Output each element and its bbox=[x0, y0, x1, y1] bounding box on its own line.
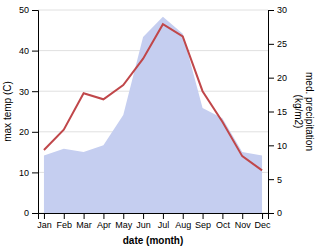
tick-label: Oct bbox=[216, 220, 231, 230]
tick-mark bbox=[262, 213, 263, 219]
tick-mark bbox=[268, 213, 274, 214]
tick-mark bbox=[242, 213, 243, 219]
tick: 25 bbox=[268, 39, 287, 49]
tick: 30 bbox=[19, 87, 38, 97]
tick: Dec bbox=[255, 213, 272, 230]
tick-label: 30 bbox=[277, 5, 287, 15]
grid-line bbox=[38, 10, 268, 11]
tick: May bbox=[115, 213, 133, 230]
line bbox=[44, 24, 262, 170]
tick-label: Mar bbox=[76, 220, 92, 230]
tick-mark bbox=[32, 172, 38, 173]
tick-mark bbox=[64, 213, 65, 219]
tick-mark bbox=[268, 145, 274, 146]
tick: Oct bbox=[216, 213, 231, 230]
x-axis-title: date (month) bbox=[123, 235, 184, 246]
tick: Feb bbox=[57, 213, 73, 230]
tick-label: Sep bbox=[195, 220, 211, 230]
tick-label: Jul bbox=[158, 220, 170, 230]
tick: Mar bbox=[76, 213, 92, 230]
tick: Aug bbox=[175, 213, 191, 230]
tick-mark bbox=[84, 213, 85, 219]
tick-label: 0 bbox=[277, 208, 282, 218]
tick-label: 40 bbox=[19, 46, 29, 56]
tick: 5 bbox=[268, 175, 282, 185]
tick-mark bbox=[123, 213, 124, 219]
tick: 20 bbox=[19, 127, 38, 137]
tick-mark bbox=[143, 213, 144, 219]
tick: Sep bbox=[195, 213, 211, 230]
tick-label: Feb bbox=[57, 220, 73, 230]
tick-label: 20 bbox=[19, 127, 29, 137]
tick-label: 25 bbox=[277, 39, 287, 49]
y-axis: 0 10 20 30 40 50 bbox=[19, 5, 39, 218]
x-axis: Jan FebMar Apr MayJun Jul Aug Sep Oct NovDec bbox=[37, 213, 271, 230]
tick-label: 15 bbox=[277, 107, 287, 117]
tick-mark bbox=[32, 132, 38, 133]
tick-mark bbox=[32, 213, 38, 214]
tick-label: 30 bbox=[19, 87, 29, 97]
tick: 10 bbox=[268, 141, 287, 151]
tick: 0 bbox=[268, 208, 282, 218]
tick-label: Dec bbox=[255, 220, 272, 230]
grid bbox=[38, 10, 268, 213]
axis-line bbox=[39, 214, 269, 220]
tick-mark bbox=[268, 10, 274, 11]
tick-label: 50 bbox=[19, 5, 29, 15]
tick: Apr bbox=[97, 213, 111, 230]
tick: 10 bbox=[19, 168, 38, 178]
y2-axis-title: med. precipitation(kg/m2) bbox=[293, 72, 316, 151]
tick-mark bbox=[203, 213, 204, 219]
tick-mark bbox=[268, 112, 274, 113]
y2-axis-title-line: (kg/m2) bbox=[293, 95, 304, 129]
tick-label: 0 bbox=[24, 208, 29, 218]
tick-mark bbox=[268, 78, 274, 79]
tick: 50 bbox=[19, 5, 38, 15]
tick-label: Apr bbox=[97, 220, 111, 230]
tick: 40 bbox=[19, 46, 38, 56]
tick-label: Nov bbox=[235, 220, 252, 230]
axis-line bbox=[269, 11, 275, 214]
chart: Jan FebMar Apr MayJun Jul Aug Sep Oct NovDec 0 10 2… bbox=[0, 0, 318, 247]
tick: 20 bbox=[268, 73, 287, 83]
tick: 30 bbox=[268, 5, 287, 15]
tick: Jun bbox=[136, 213, 151, 230]
chart-container: Jan FebMar Apr MayJun Jul Aug Sep Oct NovDec 0 10 2… bbox=[0, 0, 318, 247]
tick-mark bbox=[32, 10, 38, 11]
tick-mark bbox=[163, 213, 164, 219]
tick: 0 bbox=[24, 208, 38, 218]
tick-label: Aug bbox=[175, 220, 191, 230]
tick-label: Jun bbox=[136, 220, 151, 230]
tick-mark bbox=[222, 213, 223, 219]
tick: 15 bbox=[268, 107, 287, 117]
y2-axis: 0 5 10 15 20 25 30 bbox=[268, 5, 287, 218]
tick-label: 10 bbox=[19, 168, 29, 178]
plot-area bbox=[44, 17, 262, 213]
tick-mark bbox=[44, 213, 45, 219]
tick-mark bbox=[103, 213, 104, 219]
tick-label: 5 bbox=[277, 175, 282, 185]
tick-mark bbox=[268, 44, 274, 45]
tick-mark bbox=[183, 213, 184, 219]
tick-mark bbox=[32, 51, 38, 52]
y2-axis-title-line: med. precipitation bbox=[304, 72, 315, 151]
tick-label: 10 bbox=[277, 141, 287, 151]
tick: Jan bbox=[37, 213, 52, 230]
area bbox=[44, 17, 262, 213]
tick-mark bbox=[268, 179, 274, 180]
tick: Nov bbox=[235, 213, 252, 230]
tick: Jul bbox=[158, 213, 170, 230]
axis-line bbox=[32, 11, 39, 214]
tick-label: 20 bbox=[277, 73, 287, 83]
y-axis-title: max temp (C) bbox=[2, 81, 13, 142]
tick-label: May bbox=[115, 220, 133, 230]
tick-label: Jan bbox=[37, 220, 52, 230]
tick-mark bbox=[32, 91, 38, 92]
